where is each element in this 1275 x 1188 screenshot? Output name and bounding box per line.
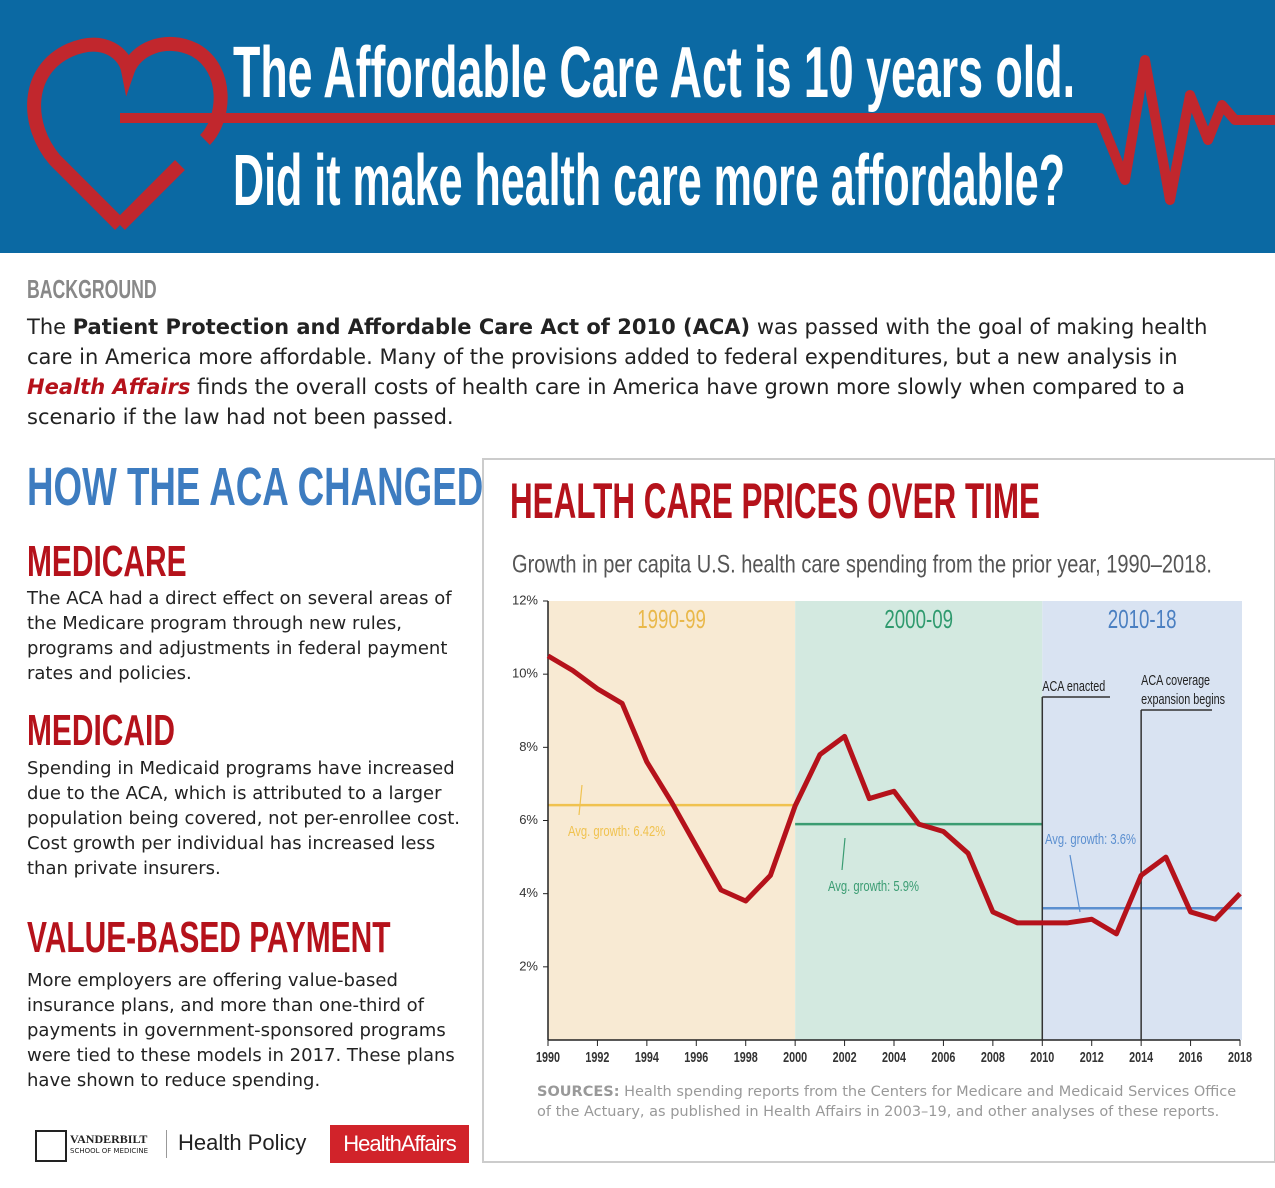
x-tick-label: 2018 bbox=[1228, 1048, 1252, 1065]
event-label: expansion begins bbox=[1141, 690, 1225, 707]
chart-subtitle: Growth in per capita U.S. health care sp… bbox=[512, 551, 1212, 579]
section-text: Spending in Medicaid programs have incre… bbox=[27, 758, 461, 879]
logo-mark bbox=[35, 1130, 67, 1162]
header-title: The Affordable Care Act is 10 years old. bbox=[233, 33, 1075, 113]
average-label: Avg. growth: 6.42% bbox=[568, 822, 665, 839]
average-pointer bbox=[578, 784, 583, 816]
average-label: Avg. growth: 5.9% bbox=[828, 877, 919, 894]
logo-health-affairs: HealthAffairs bbox=[330, 1125, 469, 1163]
logo-text: VANDERBILT bbox=[70, 1132, 148, 1146]
text: The bbox=[27, 315, 73, 339]
period-band bbox=[548, 601, 796, 1040]
logo-text: Health Policy bbox=[178, 1130, 307, 1155]
section-text: The ACA had a direct effect on several a… bbox=[27, 588, 452, 684]
x-tick-label: 2000 bbox=[783, 1048, 807, 1065]
section-title: MEDICARE bbox=[27, 537, 187, 586]
y-tick-label: 2% bbox=[519, 958, 538, 973]
y-tick-label: 4% bbox=[519, 885, 538, 900]
section-label: BACKGROUND bbox=[27, 274, 157, 304]
text: Patient Protection and Affordable Care A… bbox=[72, 315, 751, 339]
x-tick-label: 2012 bbox=[1080, 1048, 1104, 1065]
logo-text: SCHOOL OF MEDICINE bbox=[70, 1147, 149, 1155]
average-pointer bbox=[1069, 854, 1081, 913]
x-tick-label: 1992 bbox=[585, 1048, 609, 1065]
sources: SOURCES: Health spending reports from th… bbox=[537, 1082, 1247, 1122]
text: Health spending reports from the Centers… bbox=[537, 1084, 1237, 1120]
event-label: ACA enacted bbox=[1042, 677, 1105, 694]
text: SOURCES: bbox=[537, 1084, 620, 1100]
event-label: ACA coverage bbox=[1141, 671, 1210, 688]
data-line bbox=[546, 653, 1242, 937]
x-tick-label: 2004 bbox=[882, 1048, 907, 1065]
x-tick-label: 1998 bbox=[734, 1048, 758, 1065]
section-title: VALUE-BASED PAYMENT bbox=[27, 913, 391, 962]
section-title: MEDICAID bbox=[27, 706, 175, 755]
left-heading: HOW THE ACA CHANGED... bbox=[27, 457, 514, 517]
y-tick-label: 6% bbox=[519, 812, 538, 827]
x-tick-label: 2002 bbox=[833, 1048, 857, 1065]
average-label: Avg. growth: 3.6% bbox=[1045, 830, 1136, 847]
period-band bbox=[1042, 601, 1242, 1040]
header-subtitle: Did it make health care more affordable? bbox=[233, 141, 1065, 221]
section-text: More employers are offering value-based … bbox=[27, 970, 455, 1091]
x-tick-label: 2008 bbox=[981, 1048, 1005, 1065]
x-tick-label: 1996 bbox=[684, 1048, 708, 1065]
heart-icon bbox=[115, 160, 185, 230]
ecg-line bbox=[120, 55, 1275, 205]
y-tick-label: 12% bbox=[512, 592, 538, 607]
x-tick-label: 1994 bbox=[635, 1048, 660, 1065]
average-pointer bbox=[841, 837, 846, 871]
x-tick-label: 2010 bbox=[1030, 1048, 1054, 1065]
text: Health Affairs bbox=[27, 375, 191, 399]
text: was passed with the goal of making healt… bbox=[27, 315, 1208, 369]
y-tick-label: 8% bbox=[519, 739, 538, 754]
period-label: 2000-09 bbox=[884, 604, 953, 634]
x-tick-label: 2016 bbox=[1179, 1048, 1203, 1065]
y-tick-label: 10% bbox=[512, 666, 538, 681]
header: The Affordable Care Act is 10 years old.… bbox=[0, 0, 1275, 253]
heart-icon bbox=[27, 36, 228, 230]
period-label: 1990-99 bbox=[637, 604, 706, 634]
chart-title: HEALTH CARE PRICES OVER TIME bbox=[510, 473, 1040, 529]
x-tick-label: 2006 bbox=[931, 1048, 955, 1065]
divider bbox=[166, 1130, 167, 1158]
text: finds the overall costs of health care i… bbox=[27, 375, 1186, 429]
period-label: 2010-18 bbox=[1108, 604, 1177, 634]
x-tick-label: 2014 bbox=[1129, 1048, 1154, 1065]
x-tick-label: 1990 bbox=[536, 1048, 560, 1065]
background-text: The Patient Protection and Affordable Ca… bbox=[27, 312, 1252, 432]
